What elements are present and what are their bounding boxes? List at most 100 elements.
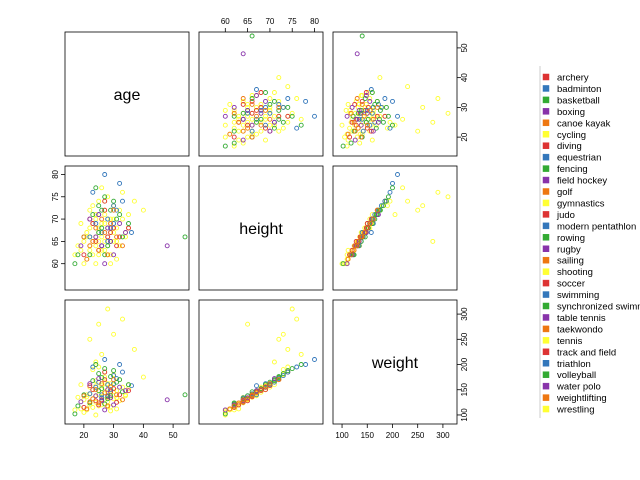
data-point: [245, 396, 251, 402]
data-point: [345, 131, 351, 137]
data-point: [364, 110, 370, 116]
legend-entry: gymnastics: [542, 198, 605, 209]
data-point: [111, 207, 117, 213]
data-point: [84, 406, 90, 412]
panel-age-age: age: [64, 31, 190, 157]
data-point: [117, 392, 123, 398]
data-point: [373, 125, 379, 131]
data-point: [344, 143, 350, 149]
legend-label: synchronized swimming: [557, 302, 640, 313]
tick-label: 30: [109, 431, 118, 440]
data-point: [276, 104, 282, 110]
tick-label: 60: [51, 259, 60, 268]
data-point: [249, 134, 255, 140]
data-point: [120, 234, 125, 240]
data-point: [254, 116, 259, 122]
data-point: [352, 128, 358, 134]
data-point: [108, 225, 114, 231]
data-point: [363, 119, 369, 125]
data-point: [258, 107, 264, 113]
data-point: [102, 374, 108, 380]
legend-swatch: [542, 348, 550, 356]
data-point: [105, 306, 111, 312]
data-point: [289, 366, 295, 372]
data-point: [236, 113, 242, 119]
data-point: [96, 247, 102, 253]
data-point: [345, 256, 351, 262]
tick-label: 70: [51, 214, 60, 223]
data-point: [164, 243, 170, 249]
data-point: [372, 216, 378, 222]
data-point: [72, 252, 78, 258]
legend-label: basketball: [557, 95, 600, 106]
data-point: [78, 243, 84, 249]
data-point: [108, 252, 114, 258]
legend-entry: triathlon: [542, 359, 591, 370]
data-point: [117, 221, 123, 226]
data-point: [99, 185, 105, 191]
data-point: [108, 408, 114, 414]
data-point: [90, 221, 96, 226]
data-point: [75, 403, 81, 409]
data-point: [117, 243, 123, 249]
panel-weight-height: [198, 299, 324, 425]
tick-label: 250: [411, 431, 425, 440]
data-point: [90, 367, 96, 373]
data-point: [345, 247, 351, 253]
data-point: [361, 230, 367, 235]
data-point: [222, 122, 228, 128]
data-point: [87, 225, 93, 231]
data-point: [93, 384, 99, 390]
data-point: [117, 384, 123, 390]
legend-entry: soccer: [542, 279, 585, 290]
data-point: [376, 207, 382, 213]
data-point: [236, 137, 242, 143]
data-point: [380, 203, 386, 209]
data-point: [254, 107, 259, 113]
data-point: [93, 216, 99, 222]
data-point: [280, 373, 286, 379]
data-point: [385, 194, 391, 200]
data-point: [298, 351, 304, 357]
data-point: [96, 203, 102, 209]
legend-entry: badminton: [542, 84, 601, 95]
data-point: [126, 388, 131, 394]
legend-label: golf: [557, 187, 573, 198]
legend-swatch: [542, 394, 550, 401]
data-point: [87, 402, 93, 408]
data-point: [352, 122, 358, 128]
data-point: [258, 104, 264, 110]
data-point: [96, 198, 102, 204]
data-point: [108, 207, 114, 213]
data-point: [111, 203, 117, 209]
data-point: [298, 122, 304, 128]
data-point: [99, 247, 105, 253]
data-point: [84, 256, 90, 262]
data-point: [245, 125, 251, 131]
legend-entry: wrestling: [542, 405, 595, 416]
data-point: [111, 402, 117, 408]
data-point: [387, 119, 393, 125]
data-point: [102, 238, 108, 244]
data-point: [93, 387, 99, 393]
data-point: [99, 351, 105, 357]
data-point: [108, 384, 114, 390]
data-point: [343, 107, 349, 113]
data-point: [294, 316, 300, 322]
data-point: [111, 252, 117, 258]
matrix-panels: age height weight 20 30 40 50 60 65 70 75 80 100 150 2…: [51, 17, 469, 440]
legend-label: wrestling: [556, 405, 595, 416]
data-point: [126, 382, 131, 388]
data-point: [349, 104, 355, 110]
data-point: [90, 364, 96, 370]
panel-weight-weight: weight: [332, 299, 458, 425]
data-point: [360, 128, 366, 134]
legend-swatch: [542, 268, 550, 275]
diagonal-label: weight: [371, 355, 419, 372]
data-point: [102, 390, 108, 396]
data-point: [258, 110, 264, 116]
data-point: [96, 225, 102, 231]
data-point: [93, 393, 99, 399]
data-point: [93, 212, 99, 218]
